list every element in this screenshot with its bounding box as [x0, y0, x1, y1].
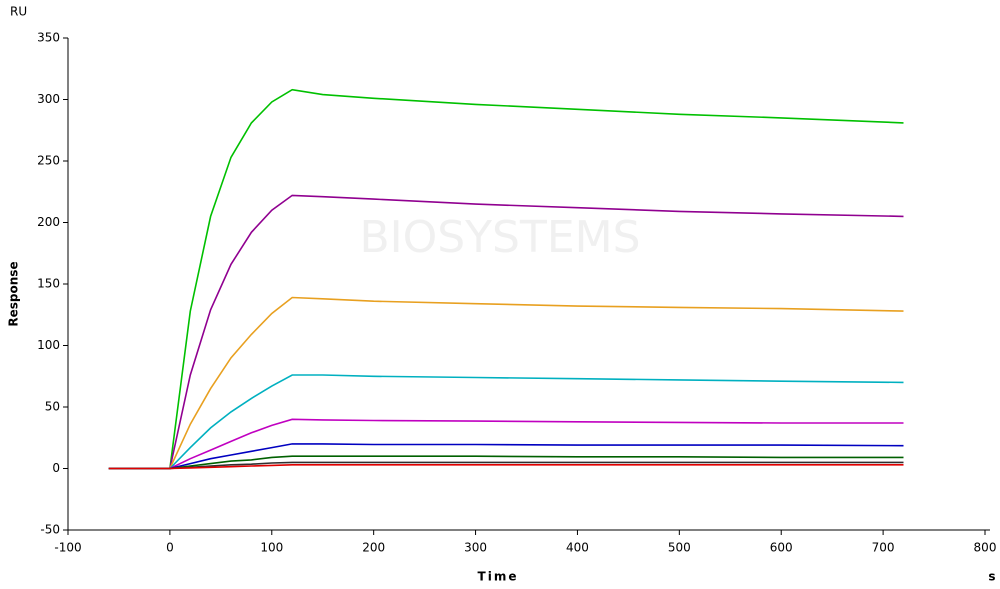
series-line	[108, 296, 904, 470]
series-line	[108, 88, 904, 470]
y-tick-label: 250	[37, 154, 60, 168]
y-axis-label: Response	[7, 261, 21, 326]
y-tick-label: 300	[37, 92, 60, 106]
y-tick-label: -50	[40, 523, 60, 537]
x-tick-label: 700	[872, 541, 895, 555]
y-tick-label: 0	[52, 461, 60, 475]
y-tick-label: 150	[37, 277, 60, 291]
x-tick-label: 300	[464, 541, 487, 555]
x-tick-label: 0	[166, 541, 174, 555]
series-line	[108, 194, 904, 470]
y-tick-label: 100	[37, 338, 60, 352]
y-tick-label: 50	[45, 400, 60, 414]
x-tick-label: 100	[260, 541, 283, 555]
y-unit: RU	[10, 5, 27, 19]
series-line	[108, 418, 904, 470]
series-line	[108, 461, 904, 470]
x-tick-label: -100	[54, 541, 81, 555]
watermark: BIOSYSTEMS	[359, 212, 640, 263]
x-tick-label: 800	[974, 541, 997, 555]
series-line	[108, 464, 904, 470]
x-tick-label: 600	[770, 541, 793, 555]
y-tick-label: 350	[37, 31, 60, 45]
x-tick-label: 400	[566, 541, 589, 555]
series-line	[108, 443, 904, 470]
x-unit: s	[988, 570, 995, 584]
x-axis-label: Time	[478, 570, 519, 584]
x-tick-label: 500	[668, 541, 691, 555]
series-line	[108, 455, 904, 470]
series-line	[108, 374, 904, 470]
x-tick-label: 200	[362, 541, 385, 555]
y-tick-label: 200	[37, 215, 60, 229]
